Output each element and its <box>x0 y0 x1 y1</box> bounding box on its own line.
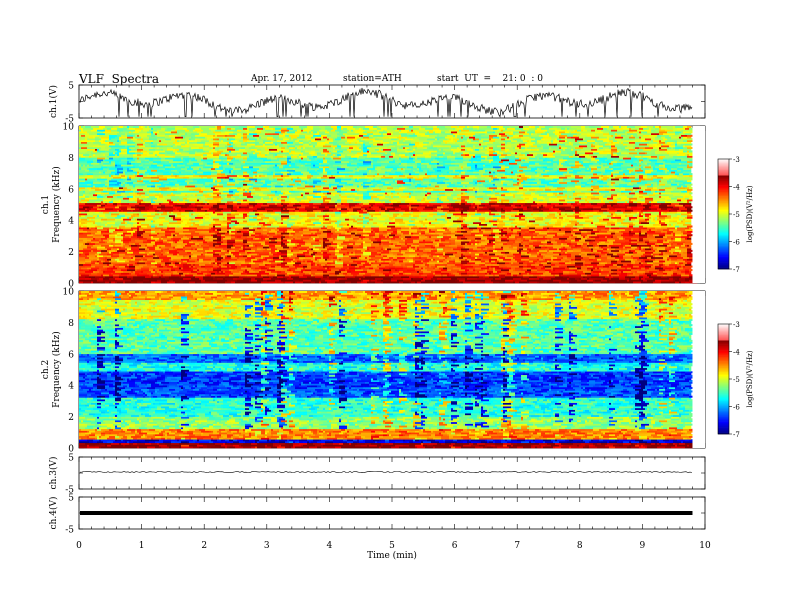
colorbar-label: log(PSD)(V²/Hz) <box>746 350 754 407</box>
x-tick-label: 10 <box>699 541 711 551</box>
spectrogram-ch2 <box>79 291 705 449</box>
y-tick-label: 2 <box>68 248 74 258</box>
y-axis-label: ch.4(V) <box>48 497 59 530</box>
colorbar-tick-label: -6 <box>733 404 740 412</box>
y-axis-label: ch.1(V) <box>48 85 59 118</box>
x-tick-label: 4 <box>327 541 333 551</box>
y-tick-label: -5 <box>65 115 74 125</box>
y-tick-label: 5 <box>68 82 74 92</box>
spectrogram-ch1 <box>79 126 705 284</box>
ch3-waveform-trace <box>79 471 693 473</box>
y-tick-label: 4 <box>68 217 74 227</box>
x-tick-label: 6 <box>452 541 458 551</box>
y-tick-label: 0 <box>68 280 74 290</box>
colorbar-ch1: -3 -4 -5 -6 -7 log(PSD)(V²/Hz) <box>717 156 754 274</box>
y-tick-label: 8 <box>68 319 74 329</box>
y-tick-label: 10 <box>63 288 75 298</box>
y-tick-label: 5 <box>68 454 74 464</box>
y-tick-label: -5 <box>65 486 74 496</box>
x-tick-label: 8 <box>577 541 583 551</box>
colorbar-tick-label: -5 <box>733 376 740 384</box>
ch4-waveform-trace <box>80 511 693 515</box>
x-tick-label: 5 <box>389 541 395 551</box>
time-axis: 0 1 2 3 4 5 6 7 8 9 10 Time (min) <box>76 541 711 561</box>
x-tick-label: 2 <box>201 541 207 551</box>
y-tick-label: 8 <box>68 154 74 164</box>
colorbar-tick-label: -7 <box>733 431 740 439</box>
channel-label: ch.1 <box>41 195 51 214</box>
y-axis-label: Frequency (kHz) <box>51 331 62 408</box>
channel-label: ch.2 <box>41 360 51 379</box>
date-label: Apr. 17, 2012 <box>251 74 312 84</box>
x-tick-label: 3 <box>264 541 270 551</box>
y-tick-label: 0 <box>68 445 74 455</box>
colorbar-tick-label: -4 <box>733 349 740 357</box>
y-tick-label: 6 <box>68 185 74 195</box>
colorbar-ch2: -3 -4 -5 -6 -7 log(PSD)(V²/Hz) <box>717 321 754 439</box>
figure-title: VLF Spectra <box>79 72 159 86</box>
colorbar-tick-label: -4 <box>733 184 740 192</box>
y-tick-label: 6 <box>68 350 74 360</box>
x-tick-label: 9 <box>640 541 646 551</box>
y-axis-label: Frequency (kHz) <box>51 166 62 243</box>
y-tick-label: 2 <box>68 413 74 423</box>
colorbar-label: log(PSD)(V²/Hz) <box>746 185 754 242</box>
start-time-label: start UT = 21: 0 : 0 <box>437 74 543 84</box>
x-axis-label: Time (min) <box>367 550 417 561</box>
x-tick-label: 0 <box>76 541 82 551</box>
panel-ch4-waveform: 5 -5 ch.4(V) <box>48 494 706 536</box>
y-tick-label: 10 <box>63 123 75 133</box>
colorbar-tick-label: -5 <box>733 211 740 219</box>
panel-ch1-waveform: 5 -5 ch.1(V) <box>48 82 706 125</box>
x-tick-label: 1 <box>139 541 145 551</box>
y-tick-label: 5 <box>68 494 74 504</box>
x-tick-label: 7 <box>514 541 520 551</box>
panel-ch3-waveform: 5 -5 ch.3(V) <box>48 454 706 496</box>
colorbar-tick-label: -3 <box>733 321 740 329</box>
y-tick-label: -5 <box>65 526 74 536</box>
station-label: station=ATH <box>343 74 402 84</box>
ch1-waveform-trace <box>79 87 693 118</box>
colorbar-tick-label: -7 <box>733 266 740 274</box>
y-tick-label: 4 <box>68 382 74 392</box>
colorbar-tick-label: -3 <box>733 156 740 164</box>
colorbar-tick-label: -6 <box>733 239 740 247</box>
y-axis-label: ch.3(V) <box>48 457 59 490</box>
